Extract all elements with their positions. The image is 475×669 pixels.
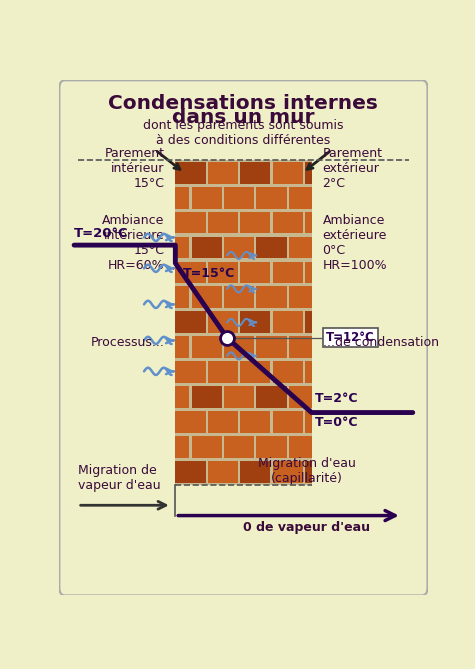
Bar bbox=[224, 286, 254, 308]
Bar bbox=[191, 286, 222, 308]
Bar bbox=[175, 262, 206, 284]
Bar bbox=[175, 337, 190, 359]
Text: dont les parements sont soumis
à des conditions différentes: dont les parements sont soumis à des con… bbox=[143, 119, 344, 147]
Bar bbox=[273, 211, 303, 233]
Text: Processus...: Processus... bbox=[90, 337, 164, 349]
Bar bbox=[175, 461, 206, 483]
Bar bbox=[240, 361, 270, 383]
Text: Condensations internes: Condensations internes bbox=[108, 94, 379, 113]
Text: T=15°C: T=15°C bbox=[183, 267, 235, 280]
Bar bbox=[224, 237, 254, 258]
Bar bbox=[289, 187, 312, 209]
Bar bbox=[191, 237, 222, 258]
Bar bbox=[208, 461, 238, 483]
Bar bbox=[175, 411, 206, 434]
Bar bbox=[175, 361, 206, 383]
Bar bbox=[305, 262, 312, 284]
Bar bbox=[273, 262, 303, 284]
FancyBboxPatch shape bbox=[59, 80, 428, 595]
Bar bbox=[289, 237, 312, 258]
Bar bbox=[273, 461, 303, 483]
Bar bbox=[305, 312, 312, 333]
Text: Migration d'eau
(capillarité): Migration d'eau (capillarité) bbox=[258, 457, 356, 484]
Bar bbox=[175, 162, 206, 183]
Bar bbox=[175, 286, 190, 308]
Bar bbox=[175, 211, 206, 233]
Bar bbox=[224, 436, 254, 458]
Bar bbox=[305, 461, 312, 483]
Text: T=12°C: T=12°C bbox=[326, 331, 375, 345]
Bar bbox=[305, 361, 312, 383]
Bar bbox=[273, 312, 303, 333]
Bar bbox=[240, 162, 270, 183]
Bar bbox=[256, 436, 286, 458]
Bar bbox=[273, 162, 303, 183]
Bar bbox=[289, 286, 312, 308]
Text: ...de condensation: ...de condensation bbox=[323, 337, 438, 349]
Bar bbox=[305, 162, 312, 183]
Bar bbox=[208, 411, 238, 434]
Text: Parement
intérieur
15°C: Parement intérieur 15°C bbox=[104, 147, 164, 190]
Text: Ambiance
extérieure
0°C
HR=100%: Ambiance extérieure 0°C HR=100% bbox=[323, 214, 387, 272]
Text: 0 de vapeur d'eau: 0 de vapeur d'eau bbox=[244, 520, 370, 534]
Bar bbox=[191, 187, 222, 209]
Bar bbox=[208, 211, 238, 233]
Text: dans un mur: dans un mur bbox=[172, 108, 314, 127]
Bar bbox=[240, 461, 270, 483]
Bar bbox=[273, 361, 303, 383]
Bar bbox=[289, 436, 312, 458]
Bar bbox=[208, 312, 238, 333]
Bar bbox=[305, 411, 312, 434]
Bar bbox=[240, 211, 270, 233]
Text: Ambiance
intérieure
15°C
HR=60%: Ambiance intérieure 15°C HR=60% bbox=[102, 214, 164, 272]
Bar bbox=[289, 337, 312, 359]
Text: Migration de
vapeur d'eau: Migration de vapeur d'eau bbox=[78, 464, 161, 492]
Text: T=2°C: T=2°C bbox=[315, 392, 359, 405]
Bar bbox=[289, 386, 312, 408]
Bar bbox=[224, 187, 254, 209]
Bar bbox=[273, 411, 303, 434]
Bar bbox=[240, 262, 270, 284]
Bar bbox=[305, 211, 312, 233]
Bar bbox=[256, 386, 286, 408]
Bar bbox=[256, 286, 286, 308]
Bar bbox=[191, 337, 222, 359]
Bar bbox=[191, 386, 222, 408]
Bar bbox=[175, 237, 190, 258]
Bar bbox=[224, 337, 254, 359]
Bar bbox=[175, 160, 312, 484]
Bar bbox=[191, 436, 222, 458]
Text: T=20°C: T=20°C bbox=[74, 227, 129, 240]
Text: Parement
extérieur
2°C: Parement extérieur 2°C bbox=[323, 147, 382, 190]
Bar bbox=[175, 436, 190, 458]
Bar bbox=[224, 386, 254, 408]
Bar bbox=[208, 262, 238, 284]
Bar bbox=[175, 386, 190, 408]
Bar bbox=[256, 337, 286, 359]
Text: T=0°C: T=0°C bbox=[315, 416, 359, 429]
Bar bbox=[256, 237, 286, 258]
Bar bbox=[256, 187, 286, 209]
Bar bbox=[175, 187, 190, 209]
Bar bbox=[175, 312, 206, 333]
Bar bbox=[208, 162, 238, 183]
Bar bbox=[240, 312, 270, 333]
Bar bbox=[208, 361, 238, 383]
Bar bbox=[240, 411, 270, 434]
